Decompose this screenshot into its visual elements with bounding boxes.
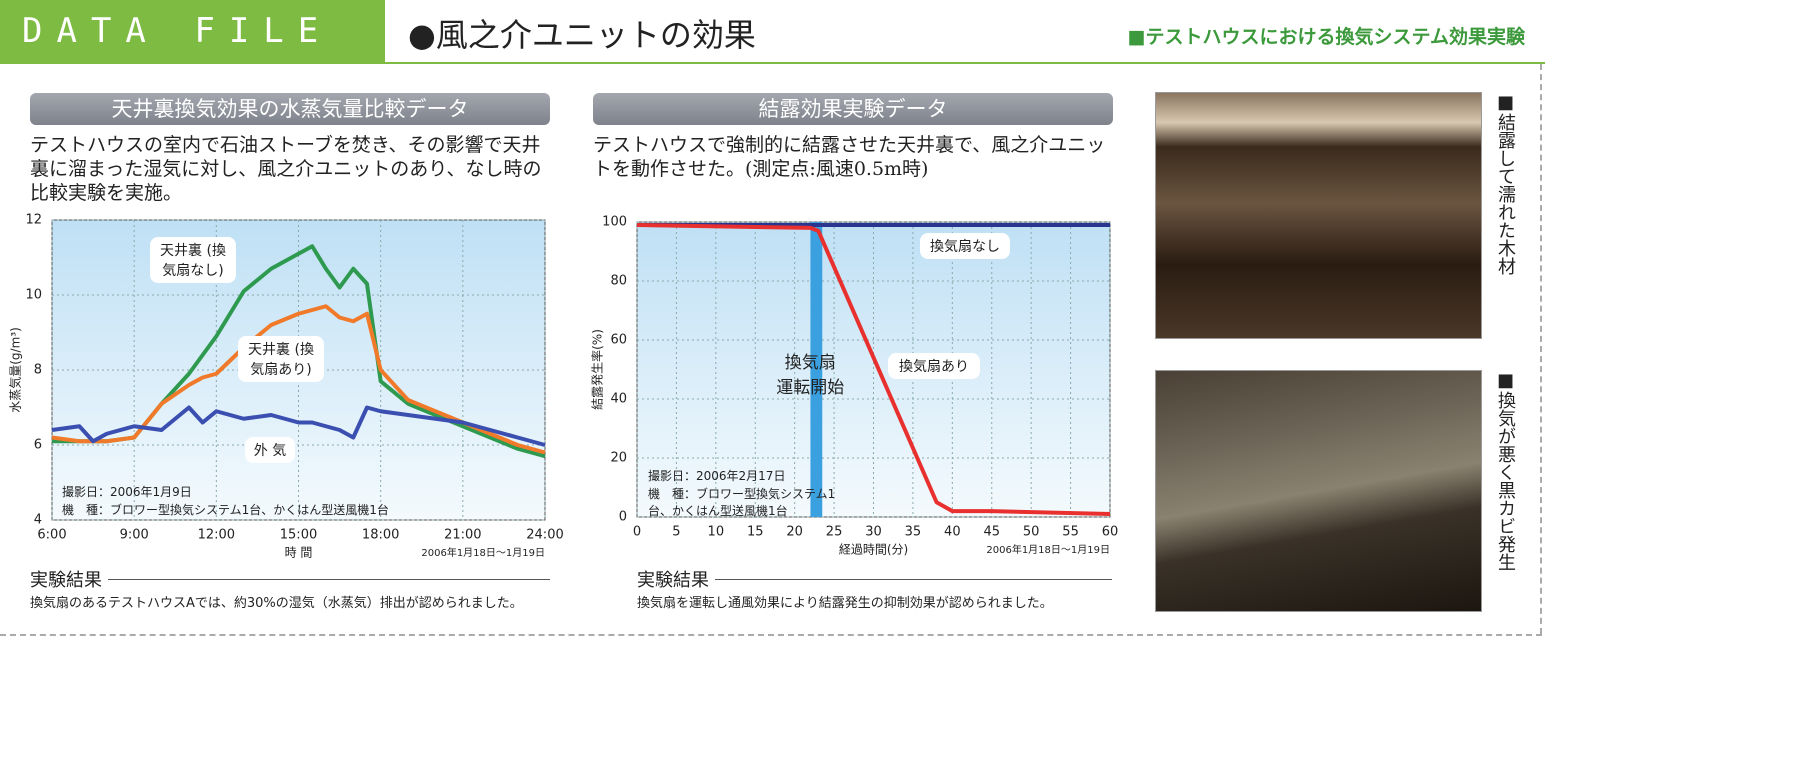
badge: DATA FILE bbox=[0, 0, 385, 62]
result-heading: 実験結果 bbox=[637, 566, 1112, 592]
section-heading: 結露効果実験データ bbox=[593, 93, 1113, 125]
result-heading-text: 実験結果 bbox=[30, 570, 102, 591]
header-rule bbox=[0, 62, 1545, 64]
y-axis-title: 結露発生率(%) bbox=[590, 329, 605, 410]
y-tick-label: 60 bbox=[610, 333, 627, 348]
series-label: 換気扇あり bbox=[888, 353, 980, 379]
x-tick-label: 30 bbox=[865, 525, 882, 540]
x-tick-label: 20 bbox=[786, 525, 803, 540]
y-tick-label: 20 bbox=[610, 451, 627, 466]
x-axis-title: 経過時間(分) bbox=[839, 543, 908, 557]
x-tick-label: 40 bbox=[944, 525, 961, 540]
y-tick-label: 10 bbox=[25, 288, 42, 303]
y-tick-label: 6 bbox=[34, 438, 42, 453]
x-tick-label: 35 bbox=[905, 525, 922, 540]
x-tick-label: 25 bbox=[826, 525, 843, 540]
result-text: 換気扇のあるテストハウスAでは、約30%の湿気（水蒸気）排出が認められました。 bbox=[30, 596, 523, 611]
annotation: 撮影日：2006年2月17日 bbox=[648, 469, 786, 483]
x-tick-label: 60 bbox=[1102, 525, 1119, 540]
highlight-label: 換気扇 運転開始 bbox=[776, 353, 845, 398]
section-heading: 天井裏換気効果の水蒸気量比較データ bbox=[30, 93, 550, 125]
photo bbox=[1155, 370, 1482, 612]
subtitle: ■テストハウスにおける換気システム効果実験 bbox=[1127, 26, 1525, 48]
annotation: 機 種：ブロワー型換気システム1台、かくはん型送風機1台 bbox=[62, 503, 389, 517]
date-note: 2006年1月18日～1月19日 bbox=[986, 543, 1110, 556]
result-heading-text: 実験結果 bbox=[637, 570, 709, 591]
annotation: 機 種：ブロワー型換気システム1台、かくはん型送風機1台 bbox=[648, 487, 836, 518]
x-tick-label: 18:00 bbox=[362, 528, 399, 543]
result-text: 換気扇を運転し通風効果により結露発生の抑制効果が認められました。 bbox=[637, 596, 1053, 611]
y-tick-label: 12 bbox=[25, 213, 42, 228]
x-tick-label: 12:00 bbox=[198, 528, 235, 543]
photo-caption: ■換気が悪く黒カビ発生 bbox=[1495, 370, 1516, 571]
x-tick-label: 10 bbox=[708, 525, 725, 540]
x-tick-label: 5 bbox=[672, 525, 680, 540]
highlight-band bbox=[810, 222, 823, 517]
y-tick-label: 0 bbox=[619, 510, 627, 525]
series-label: 天井裏 (換気扇あり) bbox=[238, 336, 324, 382]
x-tick-label: 55 bbox=[1062, 525, 1079, 540]
description: テストハウスの室内で石油ストーブを焚き、その影響で天井裏に溜まった湿気に対し、風… bbox=[30, 134, 542, 204]
x-tick-label: 0 bbox=[633, 525, 641, 540]
series-line bbox=[51, 405, 546, 447]
x-tick-label: 24:00 bbox=[526, 528, 563, 543]
result-heading: 実験結果 bbox=[30, 566, 550, 592]
photo bbox=[1155, 92, 1482, 339]
divider bbox=[1540, 64, 1542, 634]
x-tick-label: 6:00 bbox=[37, 528, 66, 543]
series-line bbox=[51, 304, 546, 455]
x-tick-label: 21:00 bbox=[444, 528, 481, 543]
x-tick-label: 50 bbox=[1023, 525, 1040, 540]
y-tick-label: 100 bbox=[602, 215, 627, 230]
series-label: 天井裏 (換気扇なし) bbox=[150, 237, 236, 283]
photo-caption: ■結露して濡れた木材 bbox=[1495, 92, 1516, 275]
y-tick-label: 4 bbox=[34, 513, 42, 528]
x-tick-label: 45 bbox=[983, 525, 1000, 540]
y-tick-label: 80 bbox=[610, 274, 627, 289]
x-tick-label: 15 bbox=[747, 525, 764, 540]
y-tick-label: 8 bbox=[34, 363, 42, 378]
divider bbox=[0, 634, 1542, 636]
series-label: 換気扇なし bbox=[920, 233, 1010, 259]
title: ●風之介ユニットの効果 bbox=[408, 16, 756, 54]
description: テストハウスで強制的に結露させた天井裏で、風之介ユニットを動作させた。(測定点:… bbox=[593, 134, 1106, 180]
annotation: 撮影日：2006年1月9日 bbox=[62, 485, 192, 499]
date-note: 2006年1月18日～1月19日 bbox=[421, 546, 545, 559]
series-label: 外 気 bbox=[245, 437, 295, 463]
x-tick-label: 15:00 bbox=[280, 528, 317, 543]
x-tick-label: 9:00 bbox=[120, 528, 149, 543]
x-axis-title: 時 間 bbox=[285, 546, 313, 560]
y-axis-title: 水蒸気量(g/m³) bbox=[8, 327, 23, 413]
y-tick-label: 40 bbox=[610, 392, 627, 407]
series-line bbox=[636, 222, 1111, 517]
